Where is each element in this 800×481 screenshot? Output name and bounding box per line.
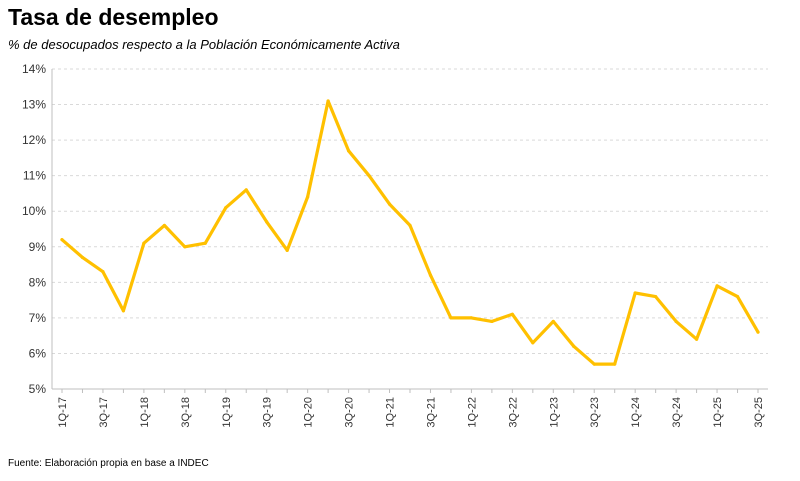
x-tick-label: 1Q-22 (466, 397, 478, 428)
chart-title: Tasa de desempleo (8, 4, 219, 30)
y-tick-label: 6% (29, 346, 47, 360)
data-point (162, 223, 166, 228)
x-tick-label: 3Q-25 (753, 397, 765, 428)
data-point (551, 319, 555, 324)
chart-subtitle: % de desocupados respecto a la Población… (8, 37, 400, 52)
x-tick-label: 3Q-20 (344, 397, 356, 428)
y-tick-label: 7% (29, 311, 47, 325)
data-point (674, 319, 678, 324)
data-point (449, 316, 453, 320)
x-tick-label: 3Q-22 (507, 397, 519, 428)
x-tick-labels: 1Q-17 3Q-17 1Q-18 3Q-18 1Q-19 3Q-19 1Q-20 3Q-20… (57, 397, 765, 428)
x-tick-label: 3Q-21 (425, 397, 437, 428)
x-tick-label: 3Q-24 (671, 397, 683, 428)
x-tick-label: 3Q-18 (180, 397, 192, 428)
gridlines (52, 68, 768, 354)
x-tick-label: 3Q-17 (98, 397, 110, 428)
x-tick-label: 1Q-20 (303, 397, 315, 428)
data-point (735, 294, 740, 299)
chart-source: Fuente: Elaboración propia en base a IND… (8, 458, 209, 469)
data-point (592, 362, 596, 366)
x-tick-label: 1Q-18 (139, 397, 151, 428)
data-point (387, 202, 392, 206)
data-point (367, 174, 371, 178)
data-point (183, 245, 187, 249)
data-point (121, 309, 126, 313)
data-point (203, 241, 207, 245)
data-point (715, 284, 719, 288)
x-tick-label: 1Q-25 (712, 397, 724, 428)
data-point (694, 337, 699, 341)
data-point (306, 195, 310, 199)
y-tick-label: 8% (29, 275, 47, 289)
axes (51, 69, 768, 393)
data-point (326, 99, 330, 103)
x-tick-label: 1Q-19 (221, 397, 233, 428)
data-point (285, 248, 289, 252)
y-tick-label: 14% (22, 62, 46, 76)
data-point (224, 206, 228, 210)
data-point (510, 312, 514, 316)
data-point (80, 255, 85, 260)
y-tick-label: 13% (22, 98, 46, 112)
data-point (654, 294, 658, 299)
data-point (633, 291, 637, 295)
data-point (469, 316, 474, 320)
data-point (408, 223, 412, 228)
x-tick-label: 1Q-23 (548, 397, 560, 428)
data-point (613, 362, 617, 366)
data-point (60, 238, 64, 242)
data-point (490, 319, 494, 324)
data-point (265, 220, 269, 224)
y-tick-label: 11% (23, 169, 46, 183)
data-point (101, 270, 105, 274)
data-point (142, 241, 146, 245)
data-point (428, 273, 433, 277)
x-tick-label: 1Q-24 (630, 397, 642, 428)
x-tick-label: 3Q-19 (262, 397, 274, 428)
data-point (756, 330, 760, 334)
x-tick-label: 3Q-23 (589, 397, 601, 428)
y-tick-labels: 5% 6% 7% 8% 9% 10% 11% 12% 13% 14% (22, 62, 46, 396)
y-tick-label: 5% (29, 382, 47, 396)
y-tick-label: 9% (29, 240, 47, 254)
x-tick-label: 1Q-17 (57, 397, 69, 428)
y-tick-label: 12% (22, 133, 46, 147)
series-layer (60, 99, 760, 366)
x-tick-label: 1Q-21 (385, 397, 397, 428)
data-point (346, 149, 351, 153)
data-point (244, 188, 248, 192)
data-point (572, 344, 576, 348)
data-point (531, 341, 535, 345)
y-tick-label: 10% (22, 204, 46, 218)
